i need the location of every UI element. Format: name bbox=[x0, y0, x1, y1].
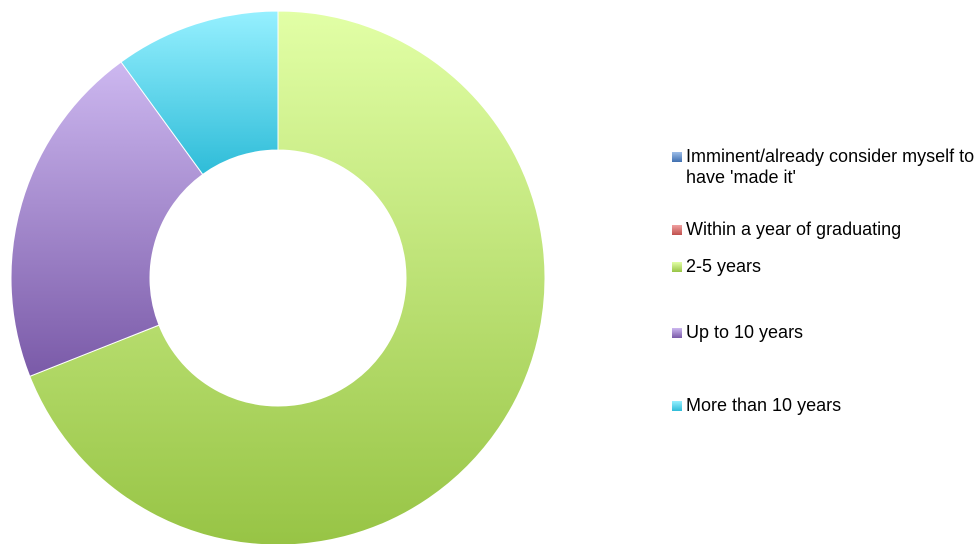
legend-item-imminent: Imminent/already consider myself to have… bbox=[672, 146, 980, 188]
legend-label-up-to-10: Up to 10 years bbox=[686, 322, 804, 342]
legend-swatch-up-to-10 bbox=[672, 328, 682, 338]
legend-swatch-imminent bbox=[672, 152, 682, 162]
legend-swatch-2-5-years bbox=[672, 262, 682, 272]
legend-item-2-5-years: 2-5 years bbox=[672, 256, 980, 277]
donut-chart bbox=[10, 10, 546, 544]
legend-label-imminent: Imminent/already consider myself to have… bbox=[686, 146, 975, 187]
legend-item-within-year: Within a year of graduating bbox=[672, 219, 980, 240]
slice-up-to-10 bbox=[10, 61, 204, 377]
legend-swatch-within-year bbox=[672, 225, 682, 235]
legend-item-up-to-10: Up to 10 years bbox=[672, 322, 980, 343]
legend-item-more-than-10: More than 10 years bbox=[672, 395, 980, 416]
legend-label-2-5-years: 2-5 years bbox=[686, 256, 762, 276]
slice-2-5-years bbox=[29, 10, 546, 544]
legend-swatch-more-than-10 bbox=[672, 401, 682, 411]
legend-label-within-year: Within a year of graduating bbox=[686, 219, 902, 239]
legend-label-more-than-10: More than 10 years bbox=[686, 395, 842, 415]
slice-more-than-10 bbox=[120, 10, 279, 176]
